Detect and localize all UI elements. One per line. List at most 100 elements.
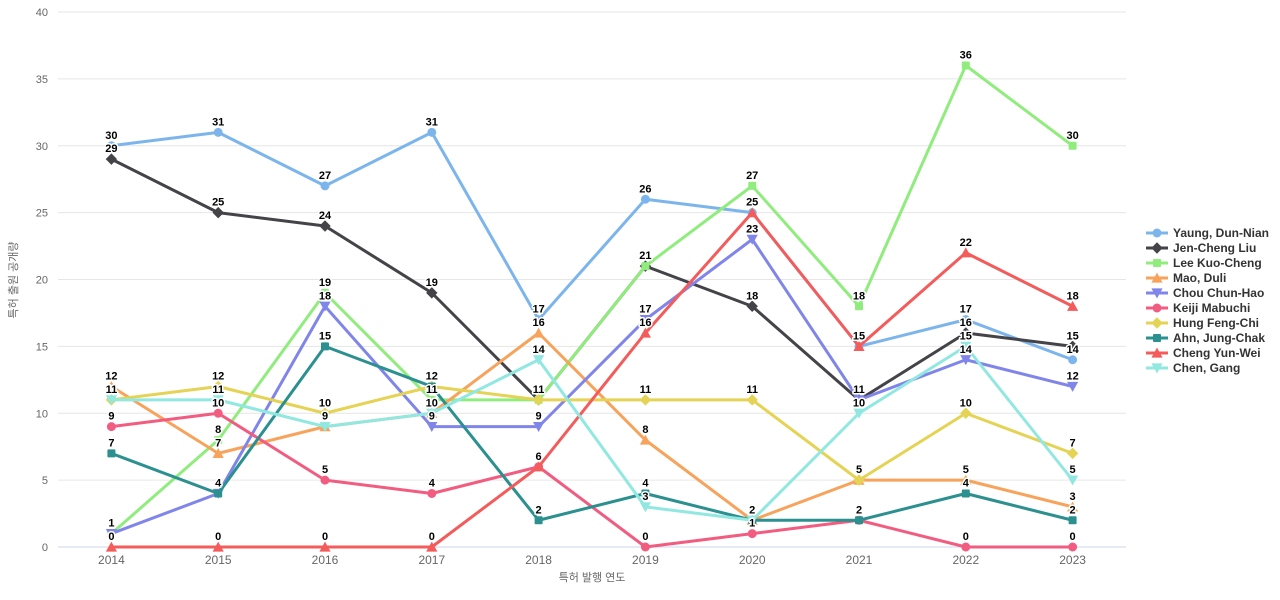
- data-point[interactable]: [639, 394, 652, 406]
- data-point[interactable]: [639, 502, 651, 513]
- data-point[interactable]: [212, 206, 224, 219]
- data-point[interactable]: [1068, 542, 1078, 552]
- data-point[interactable]: [853, 340, 865, 351]
- data-point[interactable]: [1066, 340, 1079, 353]
- data-point[interactable]: [107, 449, 116, 458]
- data-point[interactable]: [534, 315, 544, 325]
- data-point[interactable]: [640, 542, 650, 552]
- data-point[interactable]: [853, 474, 865, 486]
- data-point[interactable]: [961, 315, 971, 325]
- data-point[interactable]: [321, 342, 329, 351]
- data-point[interactable]: [214, 489, 223, 498]
- data-point[interactable]: [427, 382, 436, 391]
- data-point[interactable]: [105, 529, 117, 540]
- data-point[interactable]: [1066, 447, 1079, 460]
- data-point[interactable]: [746, 515, 758, 526]
- data-point[interactable]: [747, 529, 757, 539]
- data-point[interactable]: [426, 422, 438, 433]
- y-axis-title: 특허 출원 공개량: [7, 242, 20, 319]
- data-point[interactable]: [105, 541, 117, 552]
- data-point[interactable]: [641, 489, 650, 498]
- data-point[interactable]: [105, 153, 118, 165]
- data-point[interactable]: [960, 474, 972, 485]
- legend-item-label: Ahn, Jung-Chak: [1173, 330, 1265, 345]
- data-point[interactable]: [961, 61, 970, 70]
- data-point[interactable]: [960, 407, 972, 419]
- legend-item-5[interactable]: Keiji Mabuchi: [1146, 300, 1269, 315]
- data-point[interactable]: [214, 436, 223, 444]
- legend-item-9[interactable]: Chen, Gang: [1146, 360, 1269, 375]
- data-point[interactable]: [533, 355, 545, 366]
- data-point[interactable]: [212, 380, 224, 393]
- legend-item-label: Chou Chun-Hao: [1173, 285, 1265, 300]
- data-point[interactable]: [1068, 141, 1077, 150]
- data-point[interactable]: [1067, 501, 1079, 512]
- data-point[interactable]: [961, 542, 971, 552]
- legend-item-8[interactable]: Cheng Yun-Wei: [1146, 345, 1269, 360]
- data-point[interactable]: [319, 220, 331, 232]
- data-point[interactable]: [533, 327, 545, 338]
- data-point[interactable]: [1068, 516, 1077, 525]
- data-point[interactable]: [426, 541, 438, 552]
- legend-item-3[interactable]: Mao, Duli: [1146, 270, 1269, 285]
- data-point[interactable]: [533, 461, 545, 472]
- data-point[interactable]: [746, 234, 758, 245]
- legend-item-4[interactable]: Chou Chun-Hao: [1146, 285, 1269, 300]
- data-point[interactable]: [532, 394, 545, 406]
- data-point[interactable]: [212, 395, 224, 406]
- data-point[interactable]: [320, 181, 330, 191]
- data-point[interactable]: [427, 489, 437, 498]
- data-point[interactable]: [961, 489, 970, 498]
- data-point[interactable]: [321, 288, 329, 297]
- data-point[interactable]: [960, 327, 972, 339]
- data-point-label: 30: [105, 130, 117, 142]
- data-point[interactable]: [1067, 300, 1079, 311]
- data-point[interactable]: [426, 408, 438, 419]
- data-point[interactable]: [533, 422, 545, 433]
- data-point[interactable]: [213, 127, 223, 137]
- data-point[interactable]: [319, 541, 331, 552]
- data-point[interactable]: [641, 262, 650, 271]
- legend-item-6[interactable]: Hung Feng-Chi: [1146, 315, 1269, 330]
- data-point[interactable]: [106, 141, 116, 151]
- data-point[interactable]: [639, 434, 651, 445]
- legend-item-1[interactable]: Jen-Cheng Liu: [1146, 240, 1269, 255]
- data-point-label: 10: [426, 397, 438, 409]
- data-point[interactable]: [212, 447, 224, 458]
- data-point[interactable]: [319, 422, 331, 433]
- data-point[interactable]: [640, 194, 650, 204]
- data-point[interactable]: [320, 475, 330, 485]
- data-point[interactable]: [319, 407, 331, 419]
- data-point[interactable]: [960, 341, 972, 352]
- data-point[interactable]: [855, 302, 863, 311]
- data-point[interactable]: [853, 395, 865, 406]
- data-point[interactable]: [853, 408, 865, 419]
- legend-item-2[interactable]: Lee Kuo-Cheng: [1146, 255, 1269, 270]
- data-point[interactable]: [748, 181, 757, 190]
- data-point[interactable]: [746, 300, 758, 312]
- legend-item-7[interactable]: Ahn, Jung-Chak: [1146, 330, 1269, 345]
- data-point[interactable]: [960, 355, 972, 366]
- data-point-label: 8: [215, 424, 221, 436]
- data-point[interactable]: [639, 315, 651, 326]
- data-point[interactable]: [427, 127, 437, 137]
- legend-item-0[interactable]: Yaung, Dun-Nian: [1146, 225, 1269, 240]
- data-point[interactable]: [106, 422, 116, 432]
- legend-marker-icon: [1146, 241, 1168, 254]
- data-point[interactable]: [105, 381, 117, 392]
- data-point[interactable]: [426, 287, 438, 299]
- data-point[interactable]: [427, 395, 436, 404]
- data-point[interactable]: [319, 301, 331, 312]
- data-point[interactable]: [746, 394, 758, 406]
- data-point[interactable]: [639, 327, 651, 338]
- data-point[interactable]: [534, 516, 543, 525]
- data-point[interactable]: [212, 541, 224, 552]
- data-point[interactable]: [746, 207, 758, 218]
- data-point[interactable]: [855, 516, 863, 525]
- data-point[interactable]: [1068, 355, 1078, 365]
- data-point[interactable]: [105, 395, 117, 406]
- data-point[interactable]: [1067, 381, 1079, 392]
- data-point[interactable]: [1067, 475, 1079, 486]
- data-point[interactable]: [213, 408, 223, 418]
- data-point[interactable]: [960, 247, 972, 258]
